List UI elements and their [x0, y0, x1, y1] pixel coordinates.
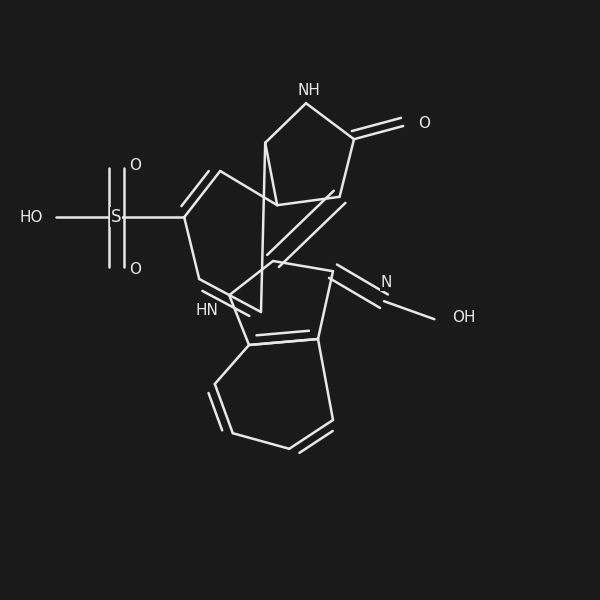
Text: HN: HN — [196, 302, 218, 318]
Text: O: O — [418, 115, 430, 130]
Text: HO: HO — [20, 209, 43, 224]
Text: NH: NH — [298, 83, 320, 98]
Text: OH: OH — [452, 311, 476, 325]
Text: N: N — [381, 275, 392, 290]
Text: O: O — [130, 158, 142, 173]
Text: S: S — [111, 208, 122, 226]
Text: O: O — [130, 262, 142, 277]
